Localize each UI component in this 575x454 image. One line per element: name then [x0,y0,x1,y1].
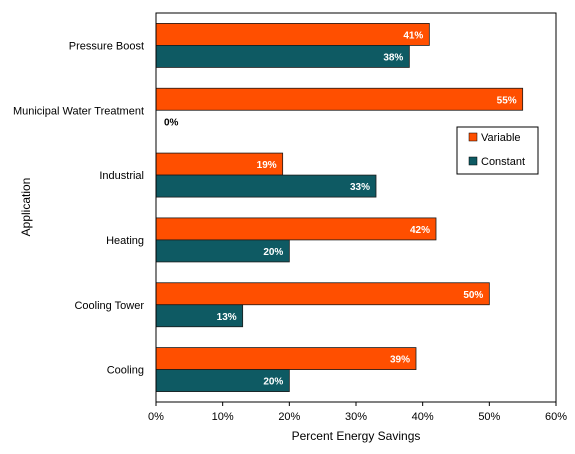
data-label-constant-cooling: 20% [263,377,283,388]
bar-constant-industrial [155,174,377,198]
category-label-cooling-tower: Cooling Tower [74,300,144,312]
x-tick-label-0: 0% [148,411,164,423]
legend-label-variable: Variable [481,132,521,144]
x-axis-title: Percent Energy Savings [292,429,421,443]
bar-constant-pressure-boost [155,45,410,68]
x-axis-ticks: 0% 10% 20% 30% 40% 50% 60% [148,402,567,423]
category-labels: Pressure Boost Municipal Water Treatment I… [13,40,144,376]
y-axis-title: Application [19,178,33,237]
data-label-variable-municipal-water-treatment: 55% [497,95,517,106]
category-label-municipal-water-treatment: Municipal Water Treatment [13,105,144,117]
x-tick-label-40: 40% [412,411,434,423]
category-label-cooling: Cooling [107,365,144,377]
data-label-constant-industrial: 33% [350,182,370,193]
x-tick-label-30: 30% [345,411,367,423]
x-tick-label-10: 10% [212,411,234,423]
legend-swatch-variable [468,132,478,142]
bars-group [155,23,524,392]
bar-variable-municipal-water-treatment [155,87,524,111]
data-label-variable-cooling: 39% [390,355,410,366]
legend: Variable Constant [456,126,539,175]
bar-variable-heating [155,217,437,241]
data-label-constant-municipal-water-treatment: 0% [164,117,179,128]
data-label-constant-heating: 20% [263,247,283,258]
data-label-variable-heating: 42% [410,225,430,236]
data-label-variable-industrial: 19% [257,160,277,171]
data-labels-group: 41%38% 55% 0% 19% 33% 42% 20% 50% 13% 39% 20% [164,30,517,387]
legend-swatch-constant [468,156,478,166]
category-label-heating: Heating [106,235,144,247]
x-tick-label-60: 60% [545,411,567,423]
x-tick-label-50: 50% [478,411,500,423]
data-label-variable-pressure-boost: 41% [403,30,423,41]
data-label-constant-cooling-tower: 13% [217,312,237,323]
category-label-industrial: Industrial [99,170,144,182]
legend-label-constant: Constant [481,156,525,168]
bar-variable-pressure-boost [155,23,430,46]
plot-area-frame [155,12,557,403]
bar-variable-cooling [155,347,417,370]
x-tick-label-20: 20% [278,411,300,423]
bar-variable-cooling-tower [155,282,490,306]
data-label-constant-pressure-boost: 38% [383,52,403,63]
data-label-variable-cooling-tower: 50% [463,290,483,301]
category-label-pressure-boost: Pressure Boost [69,40,144,52]
